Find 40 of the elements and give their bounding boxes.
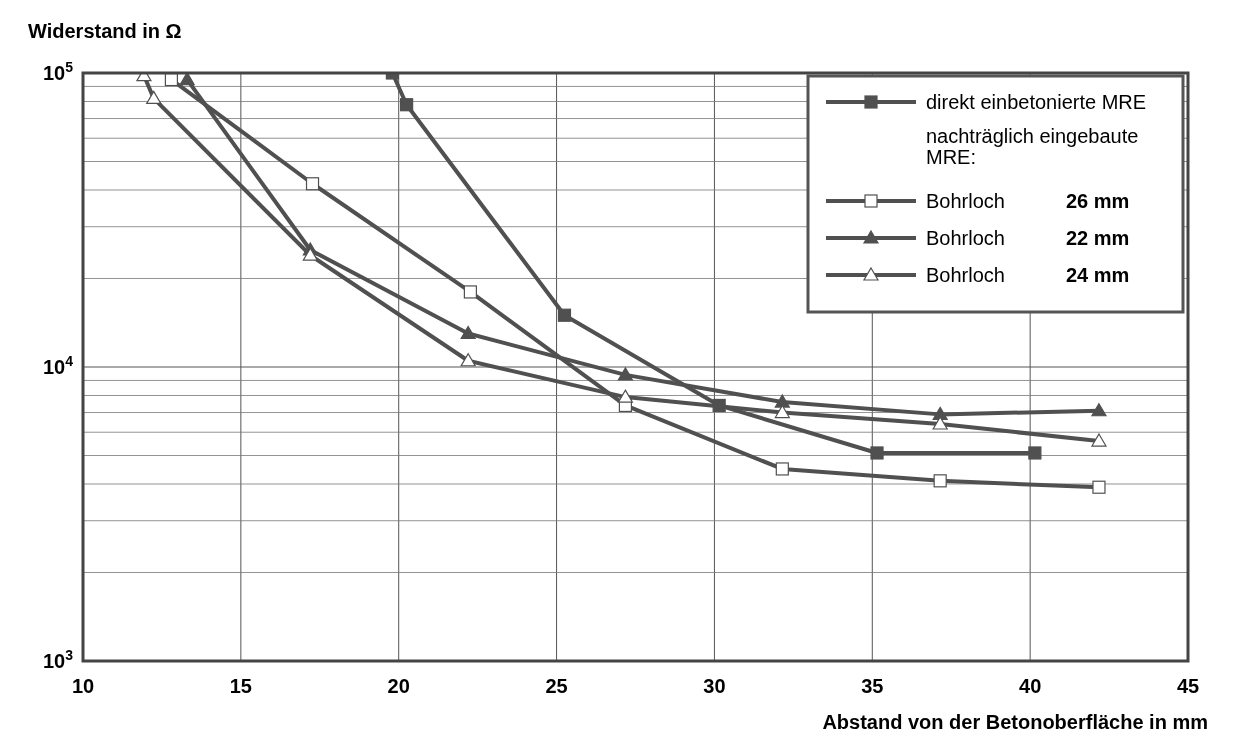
- point: [302, 247, 318, 261]
- point: [146, 90, 162, 104]
- y-tick-label: 10$^{4}$: [42, 353, 74, 378]
- y-tick-label: 10$^{5}$: [42, 59, 74, 84]
- point: [870, 446, 884, 460]
- legend-label: direkt einbetonierte MRE: [926, 91, 1147, 113]
- point: [774, 394, 790, 408]
- point: [463, 285, 477, 299]
- point: [1091, 433, 1107, 447]
- x-tick-label: 30: [703, 675, 726, 697]
- point: [557, 308, 572, 322]
- annotation: nachträglich eingebaute MRE:: [926, 125, 1139, 168]
- point: [460, 325, 476, 340]
- y-axis-title: Widerstand in Ω: [28, 20, 182, 42]
- point: [1091, 403, 1107, 417]
- point: [933, 474, 947, 488]
- point: [1028, 446, 1042, 460]
- text: Bohrloch 26 mm: [926, 190, 1130, 212]
- point: [775, 462, 789, 476]
- point: [460, 353, 476, 367]
- point: [617, 389, 633, 403]
- point: [774, 404, 790, 419]
- point: [932, 416, 948, 430]
- x-tick-label: 10: [71, 675, 95, 697]
- y-tick-label: 10$^{3}$: [42, 647, 74, 672]
- x-tick-label: 15: [229, 675, 252, 697]
- point: [617, 367, 633, 381]
- point: [179, 73, 195, 86]
- x-tick-label: 25: [545, 675, 568, 697]
- point: [932, 406, 948, 420]
- x-tick-label: 35: [861, 675, 884, 697]
- point: [400, 98, 414, 112]
- point: [305, 177, 320, 191]
- x-axis-title: Abstand von der Betonoberfläche in mm: [822, 711, 1208, 733]
- text: Bohrloch 24 mm: [926, 264, 1130, 286]
- x-tick-label: 45: [1176, 675, 1200, 697]
- text: Bohrloch 22 mm: [926, 227, 1130, 249]
- x-tick-label: 40: [1019, 675, 1042, 697]
- point: [1092, 480, 1106, 494]
- x-tick-label: 20: [387, 675, 410, 697]
